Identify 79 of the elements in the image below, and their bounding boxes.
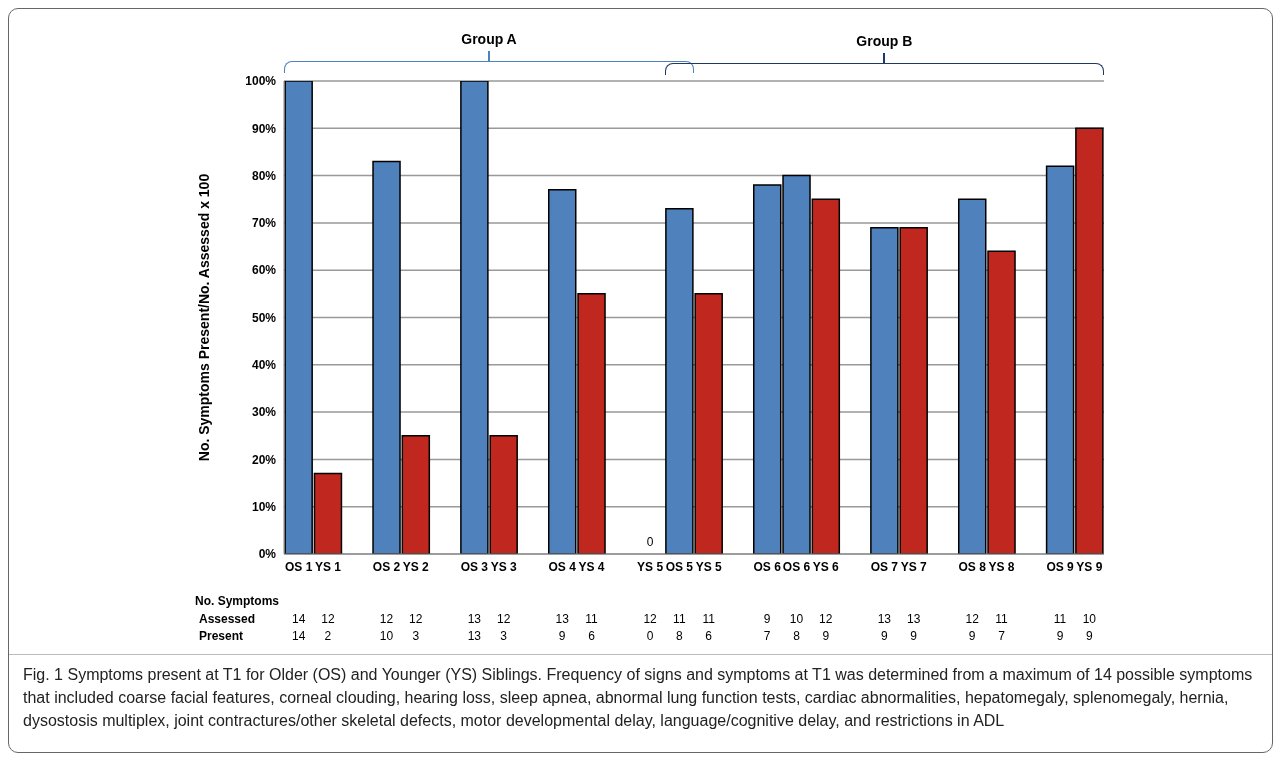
x-tick-label: YS 3	[490, 559, 517, 574]
y-tick-label: 90%	[251, 121, 277, 136]
text: 12	[320, 612, 336, 626]
x-tick-label: OS 7	[870, 559, 899, 574]
x-tick-label: OS 6	[753, 559, 782, 574]
text: 13	[466, 612, 482, 626]
y-tick-label: 70%	[251, 216, 277, 231]
y-tick-label: 30%	[251, 405, 277, 420]
text: 12	[642, 612, 658, 626]
text: 11	[672, 612, 687, 626]
text: 12	[495, 612, 512, 626]
text: 13	[876, 612, 892, 626]
text: No. Symptoms	[195, 594, 280, 608]
x-tick-label: YS 5	[637, 559, 664, 574]
y-tick-label: 40%	[251, 358, 277, 373]
y-tick-label: 10%	[251, 499, 277, 514]
text: Present	[199, 629, 244, 643]
y-tick-label: 0%	[258, 547, 277, 562]
text: 11	[584, 612, 599, 626]
text: 10	[378, 629, 395, 643]
x-tick-label: YS 5	[695, 559, 722, 574]
x-tick-label: YS 8	[988, 559, 1015, 574]
text: 9	[1085, 629, 1094, 643]
text: 11	[1052, 612, 1068, 626]
text: 11	[994, 612, 1009, 626]
text: 7	[762, 629, 772, 643]
text: Group A	[460, 31, 518, 47]
text: 8	[792, 629, 801, 643]
text: 7	[997, 629, 1006, 643]
data-label: 0	[645, 535, 655, 549]
text: 13	[554, 612, 570, 626]
x-tick-label: OS 6	[782, 559, 811, 574]
x-tick-label: YS 1	[314, 559, 342, 574]
text: 3	[411, 629, 421, 643]
text: 12	[378, 612, 395, 626]
y-tick-label: 20%	[251, 452, 277, 467]
text: 9	[909, 629, 918, 643]
text: 10	[788, 612, 805, 626]
text: 9	[967, 629, 977, 643]
y-tick-label: 60%	[251, 263, 277, 278]
x-tick-label: YS 7	[900, 559, 927, 574]
x-tick-label: OS 9	[1046, 559, 1075, 574]
text: 3	[499, 629, 508, 643]
text: 14	[290, 612, 307, 626]
text: 11	[701, 612, 716, 626]
y-tick-label: 80%	[251, 168, 277, 183]
x-tick-label: YS 2	[402, 559, 430, 574]
text: 6	[587, 629, 596, 643]
y-axis-title: No. Symptoms Present/No. Assessed x 100	[195, 173, 212, 462]
x-tick-label: OS 4	[548, 559, 577, 574]
text: 9	[1055, 629, 1065, 643]
x-tick-label: YS 9	[1076, 559, 1103, 574]
text: 12	[818, 612, 834, 626]
text: 6	[704, 629, 713, 643]
y-tick-label: 50%	[251, 310, 277, 325]
text: 10	[1081, 612, 1097, 626]
text: 9	[880, 629, 889, 643]
text: 13	[466, 629, 482, 643]
text: 9	[821, 629, 831, 643]
x-tick-label: OS 5	[665, 559, 694, 574]
x-tick-label: OS 2	[372, 559, 401, 574]
text: 12	[964, 612, 980, 626]
text: 9	[762, 612, 772, 626]
text: 8	[675, 629, 684, 643]
y-tick-label: 100%	[245, 74, 277, 89]
x-tick-label: YS 4	[578, 559, 605, 574]
x-tick-label: OS 1	[284, 559, 313, 574]
text: 12	[408, 612, 424, 626]
text: Group B	[855, 33, 914, 49]
x-tick-label: YS 6	[812, 559, 840, 574]
text: 0	[645, 629, 655, 643]
text: Assessed	[199, 612, 256, 626]
text: 2	[323, 629, 333, 643]
text: 9	[557, 629, 567, 643]
text: 13	[905, 612, 922, 626]
caption: Fig. 1 Symptoms present at T1 for Older (OS) and Younger (YS) Siblings. Frequency of signs and symptoms at T1 was determined from a maximum of 14 possible symptoms that included coarse facial features, corneal clouding, hearing loss, sleep apnea, abnormal lung function tests, cardiac abnormalities, hepatomegaly, splenomegaly, hernia, dysostosis multiplex, joint contractures/other skeletal defects, motor developmental delay, language/cognitive delay, and restrictions in ADL	[9, 654, 1272, 740]
x-tick-label: OS 3	[460, 559, 489, 574]
text: 14	[290, 629, 307, 643]
x-tick-label: OS 8	[958, 559, 987, 574]
